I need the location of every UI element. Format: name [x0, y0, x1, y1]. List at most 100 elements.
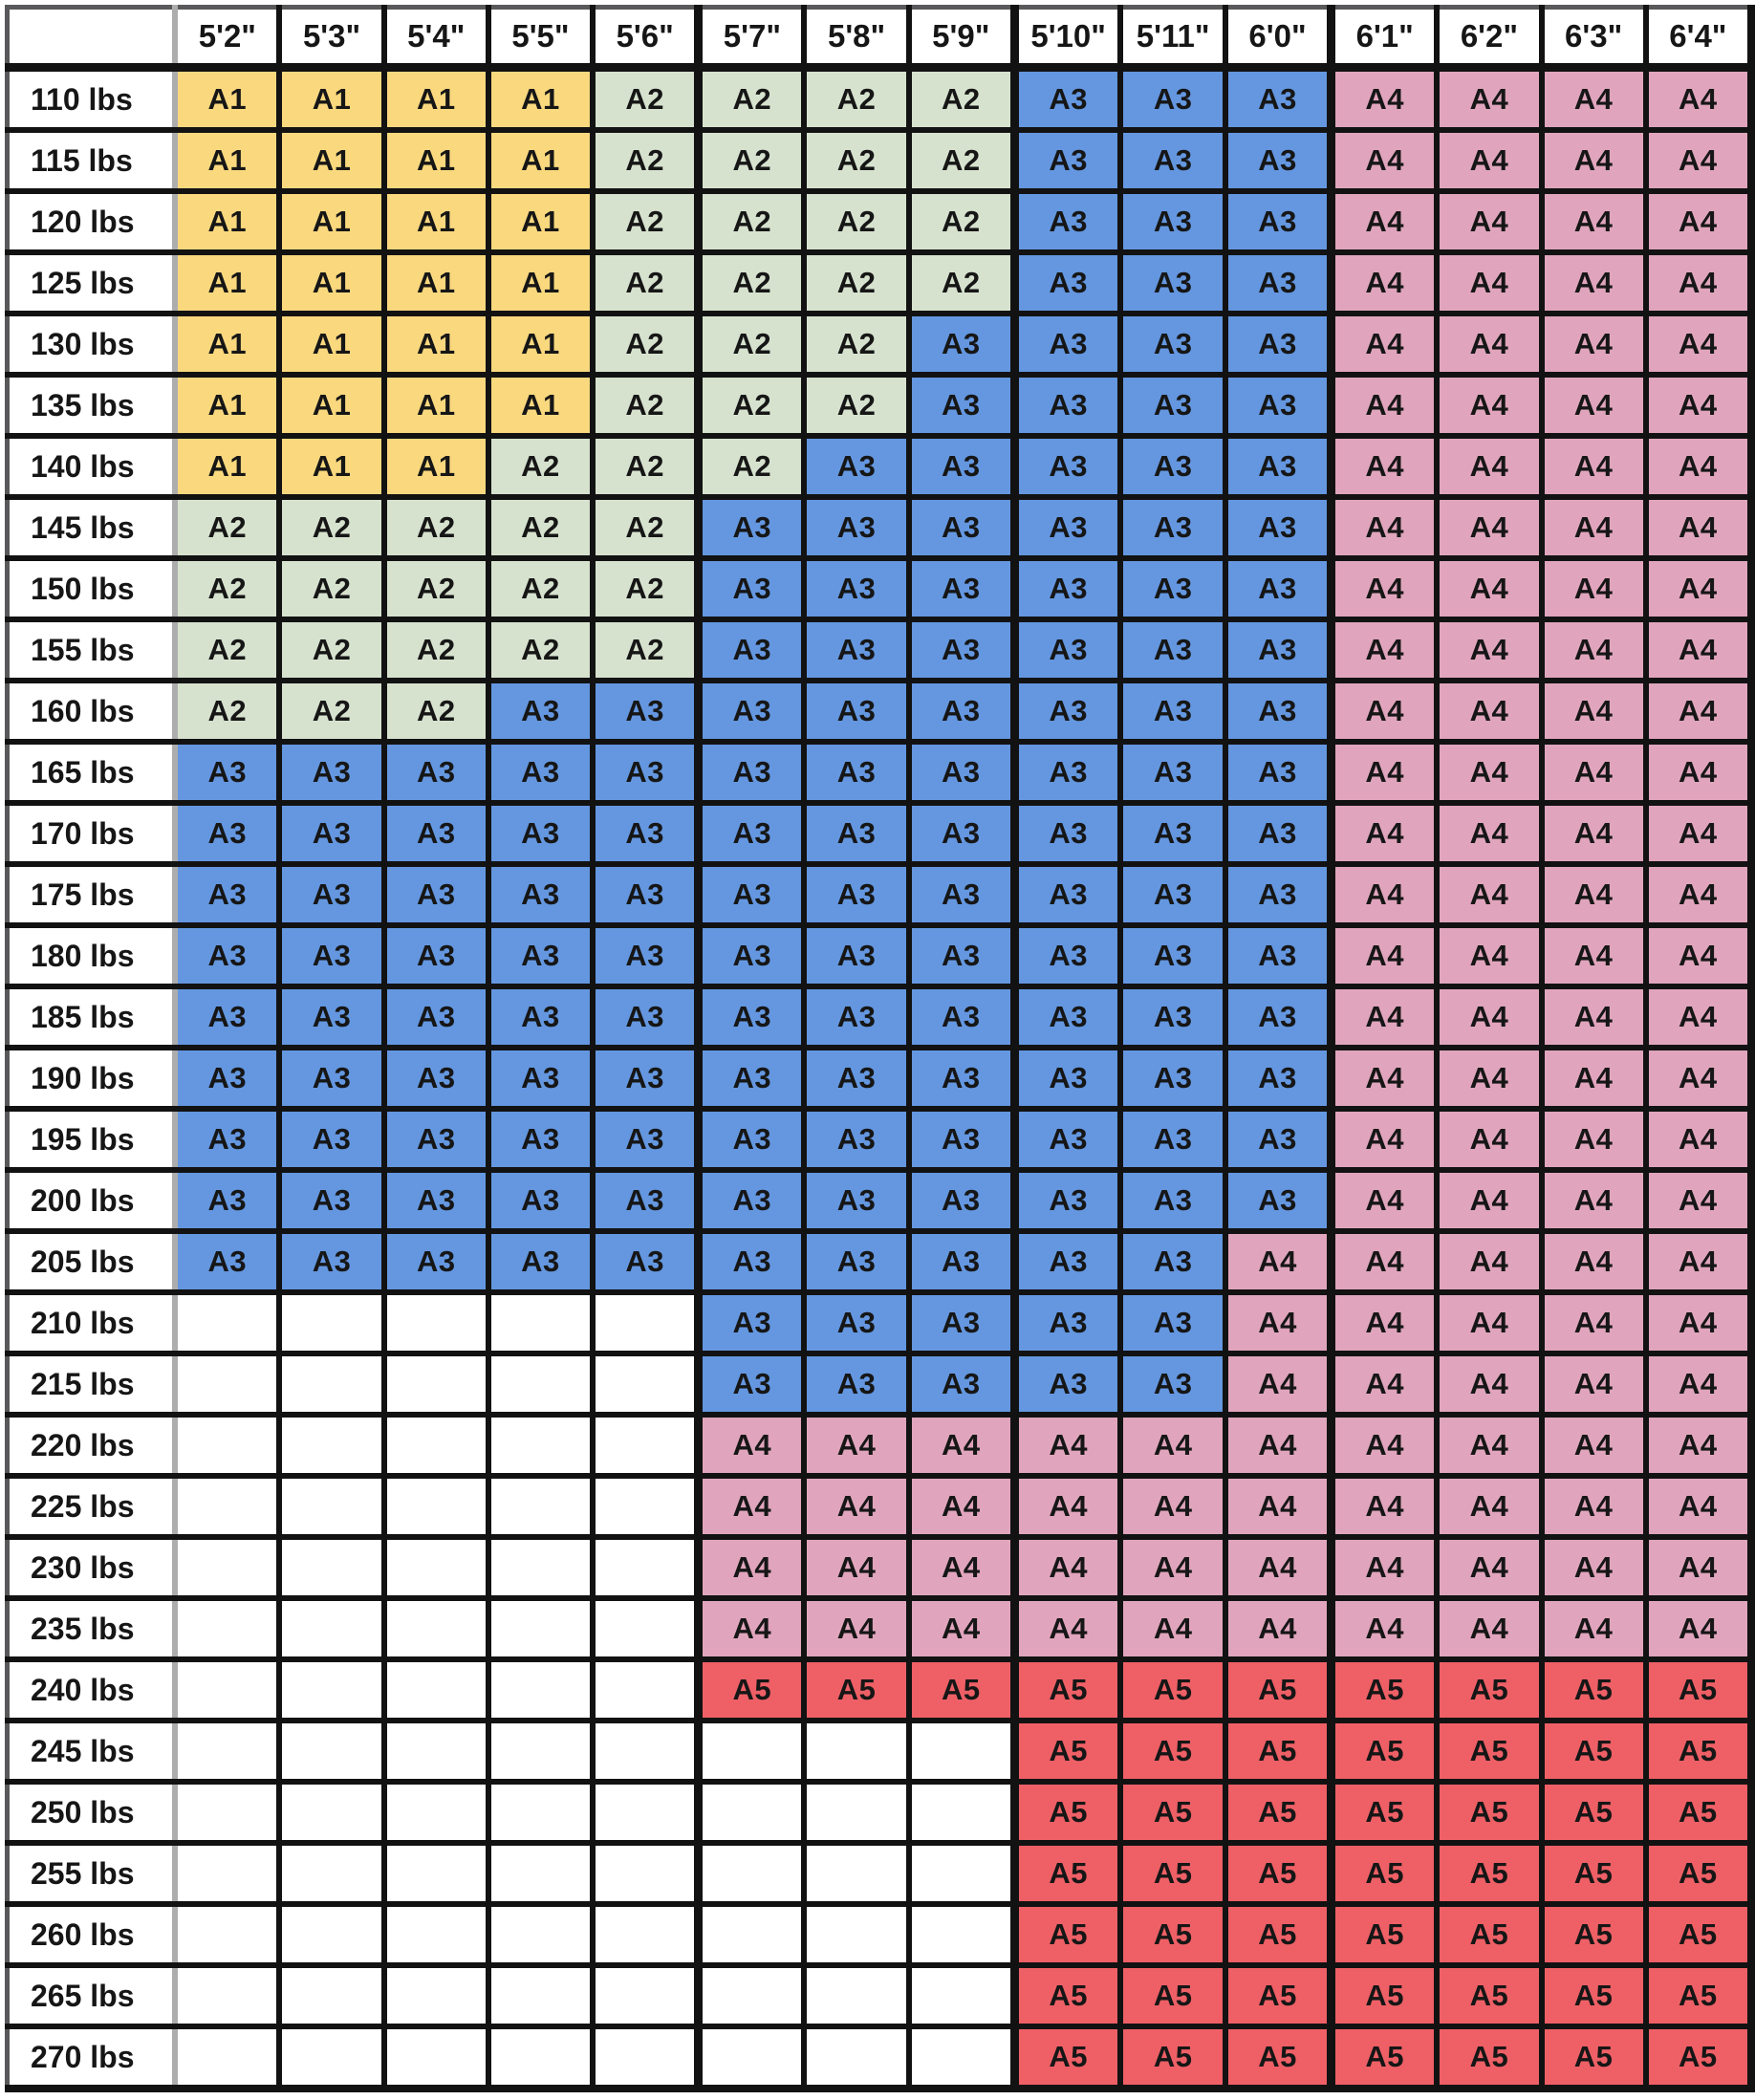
size-cell: A3	[695, 1106, 808, 1173]
size-cell: A4	[1642, 800, 1755, 867]
size-cell: A5	[1328, 1840, 1441, 1907]
size-cell: A3	[905, 739, 1019, 806]
size-cell: A4	[695, 1473, 808, 1540]
size-cell: A3	[590, 984, 704, 1050]
size-cell: A4	[1328, 1412, 1441, 1479]
size-cell	[485, 1595, 596, 1662]
size-cell: A3	[172, 861, 283, 928]
size-cell: A4	[1328, 1045, 1441, 1112]
size-cell: A3	[590, 678, 704, 745]
size-cell: A3	[485, 739, 596, 806]
size-cell: A3	[1011, 1106, 1124, 1173]
size-cell: A3	[1117, 64, 1228, 133]
size-cell: A4	[1538, 1289, 1649, 1356]
size-cell: A3	[1117, 555, 1228, 622]
size-cell: A4	[1642, 1534, 1755, 1601]
size-cell	[905, 1840, 1019, 1907]
size-cell: A3	[276, 1167, 387, 1234]
size-cell: A4	[1328, 249, 1441, 316]
table-row: 195 lbs A3 A3 A3 A3 A3 A3 A3 A3 A3 A3 A3 A4 A4 A4 A4	[5, 1106, 1755, 1173]
size-cell: A3	[1222, 127, 1336, 194]
size-cell: A3	[380, 1045, 491, 1112]
size-cell: A1	[380, 433, 491, 500]
table-row: 225 lbs A4 A4 A4 A4 A4 A4 A4 A4 A4 A4	[5, 1473, 1755, 1540]
size-cell: A5	[1328, 1962, 1441, 2029]
size-cell	[485, 1962, 596, 2029]
weight-label: 215 lbs	[5, 1351, 179, 1418]
size-cell: A3	[1011, 188, 1124, 255]
size-cell: A3	[695, 861, 808, 928]
size-cell: A4	[1328, 1228, 1441, 1295]
size-cell: A3	[695, 555, 808, 622]
size-cell	[380, 1840, 491, 1907]
size-cell: A4	[1328, 1106, 1441, 1173]
size-cell: A4	[1538, 1473, 1649, 1540]
size-cell	[485, 1656, 596, 1723]
size-cell: A1	[276, 64, 387, 133]
size-cell: A3	[276, 1106, 387, 1173]
weight-label: 150 lbs	[5, 555, 179, 622]
size-cell: A2	[905, 64, 1019, 133]
weight-label: 200 lbs	[5, 1167, 179, 1234]
table-row: 190 lbs A3 A3 A3 A3 A3 A3 A3 A3 A3 A3 A3 A4 A4 A4 A4	[5, 1045, 1755, 1112]
table-row: 235 lbs A4 A4 A4 A4 A4 A4 A4 A4 A4 A4	[5, 1595, 1755, 1662]
size-cell: A3	[695, 1351, 808, 1418]
size-cell: A5	[1538, 1718, 1649, 1785]
size-cell	[172, 1412, 283, 1479]
table-header: 5'2" 5'3" 5'4" 5'5" 5'6" 5'7" 5'8" 5'9" 5'10" 5'1…	[5, 5, 1755, 72]
size-cell: A5	[1222, 1779, 1336, 1846]
size-cell: A4	[1642, 372, 1755, 439]
size-cell: A4	[1642, 1045, 1755, 1112]
size-cell: A4	[1328, 861, 1441, 928]
table-row: 140 lbs A1 A1 A1 A2 A2 A2 A3 A3 A3 A3 A3 A4 A4 A4 A4	[5, 433, 1755, 500]
size-cell	[485, 1534, 596, 1601]
size-cell: A4	[1011, 1473, 1124, 1540]
size-cell: A1	[485, 372, 596, 439]
size-cell: A3	[801, 617, 912, 683]
size-cell: A3	[801, 984, 912, 1050]
size-cell: A4	[1538, 861, 1649, 928]
size-cell	[905, 1962, 1019, 2029]
size-cell: A5	[1011, 1901, 1124, 1968]
height-header: 6'3"	[1538, 5, 1649, 72]
size-cell: A4	[801, 1595, 912, 1662]
height-header: 5'5"	[485, 5, 596, 72]
size-cell	[276, 1656, 387, 1723]
size-cell: A4	[1434, 1351, 1545, 1418]
size-cell: A3	[1222, 800, 1336, 867]
weight-label: 190 lbs	[5, 1045, 179, 1112]
height-header: 6'1"	[1328, 5, 1441, 72]
size-cell: A5	[905, 1656, 1019, 1723]
height-header: 6'0"	[1222, 5, 1336, 72]
size-cell: A4	[1538, 555, 1649, 622]
size-cell: A5	[1222, 1962, 1336, 2029]
size-cell: A5	[1328, 1779, 1441, 1846]
size-cell: A5	[1642, 1718, 1755, 1785]
size-cell: A2	[485, 494, 596, 561]
weight-label: 235 lbs	[5, 1595, 179, 1662]
size-cell: A3	[485, 1045, 596, 1112]
table-row: 125 lbs A1 A1 A1 A1 A2 A2 A2 A2 A3 A3 A3 A4 A4 A4 A4	[5, 249, 1755, 316]
size-cell: A4	[1328, 555, 1441, 622]
size-cell: A3	[905, 617, 1019, 683]
size-cell: A4	[1434, 372, 1545, 439]
size-cell: A1	[380, 372, 491, 439]
size-cell	[276, 1962, 387, 2029]
size-cell: A3	[1222, 433, 1336, 500]
size-cell: A4	[1538, 64, 1649, 133]
table-row: 210 lbs A3 A3 A3 A3 A3 A4 A4 A4 A4 A4	[5, 1289, 1755, 1356]
size-cell: A5	[1434, 1656, 1545, 1723]
size-cell: A4	[1434, 311, 1545, 378]
size-cell	[172, 1351, 283, 1418]
size-cell	[276, 1473, 387, 1540]
size-cell: A4	[1642, 1167, 1755, 1234]
size-cell: A5	[1117, 2024, 1228, 2092]
size-cell: A3	[1222, 1106, 1336, 1173]
size-cell: A3	[1011, 1228, 1124, 1295]
size-cell: A3	[695, 1289, 808, 1356]
size-cell: A3	[1222, 861, 1336, 928]
size-cell	[590, 1289, 704, 1356]
size-cell: A3	[1117, 1351, 1228, 1418]
size-cell: A1	[276, 311, 387, 378]
size-cell: A2	[485, 555, 596, 622]
